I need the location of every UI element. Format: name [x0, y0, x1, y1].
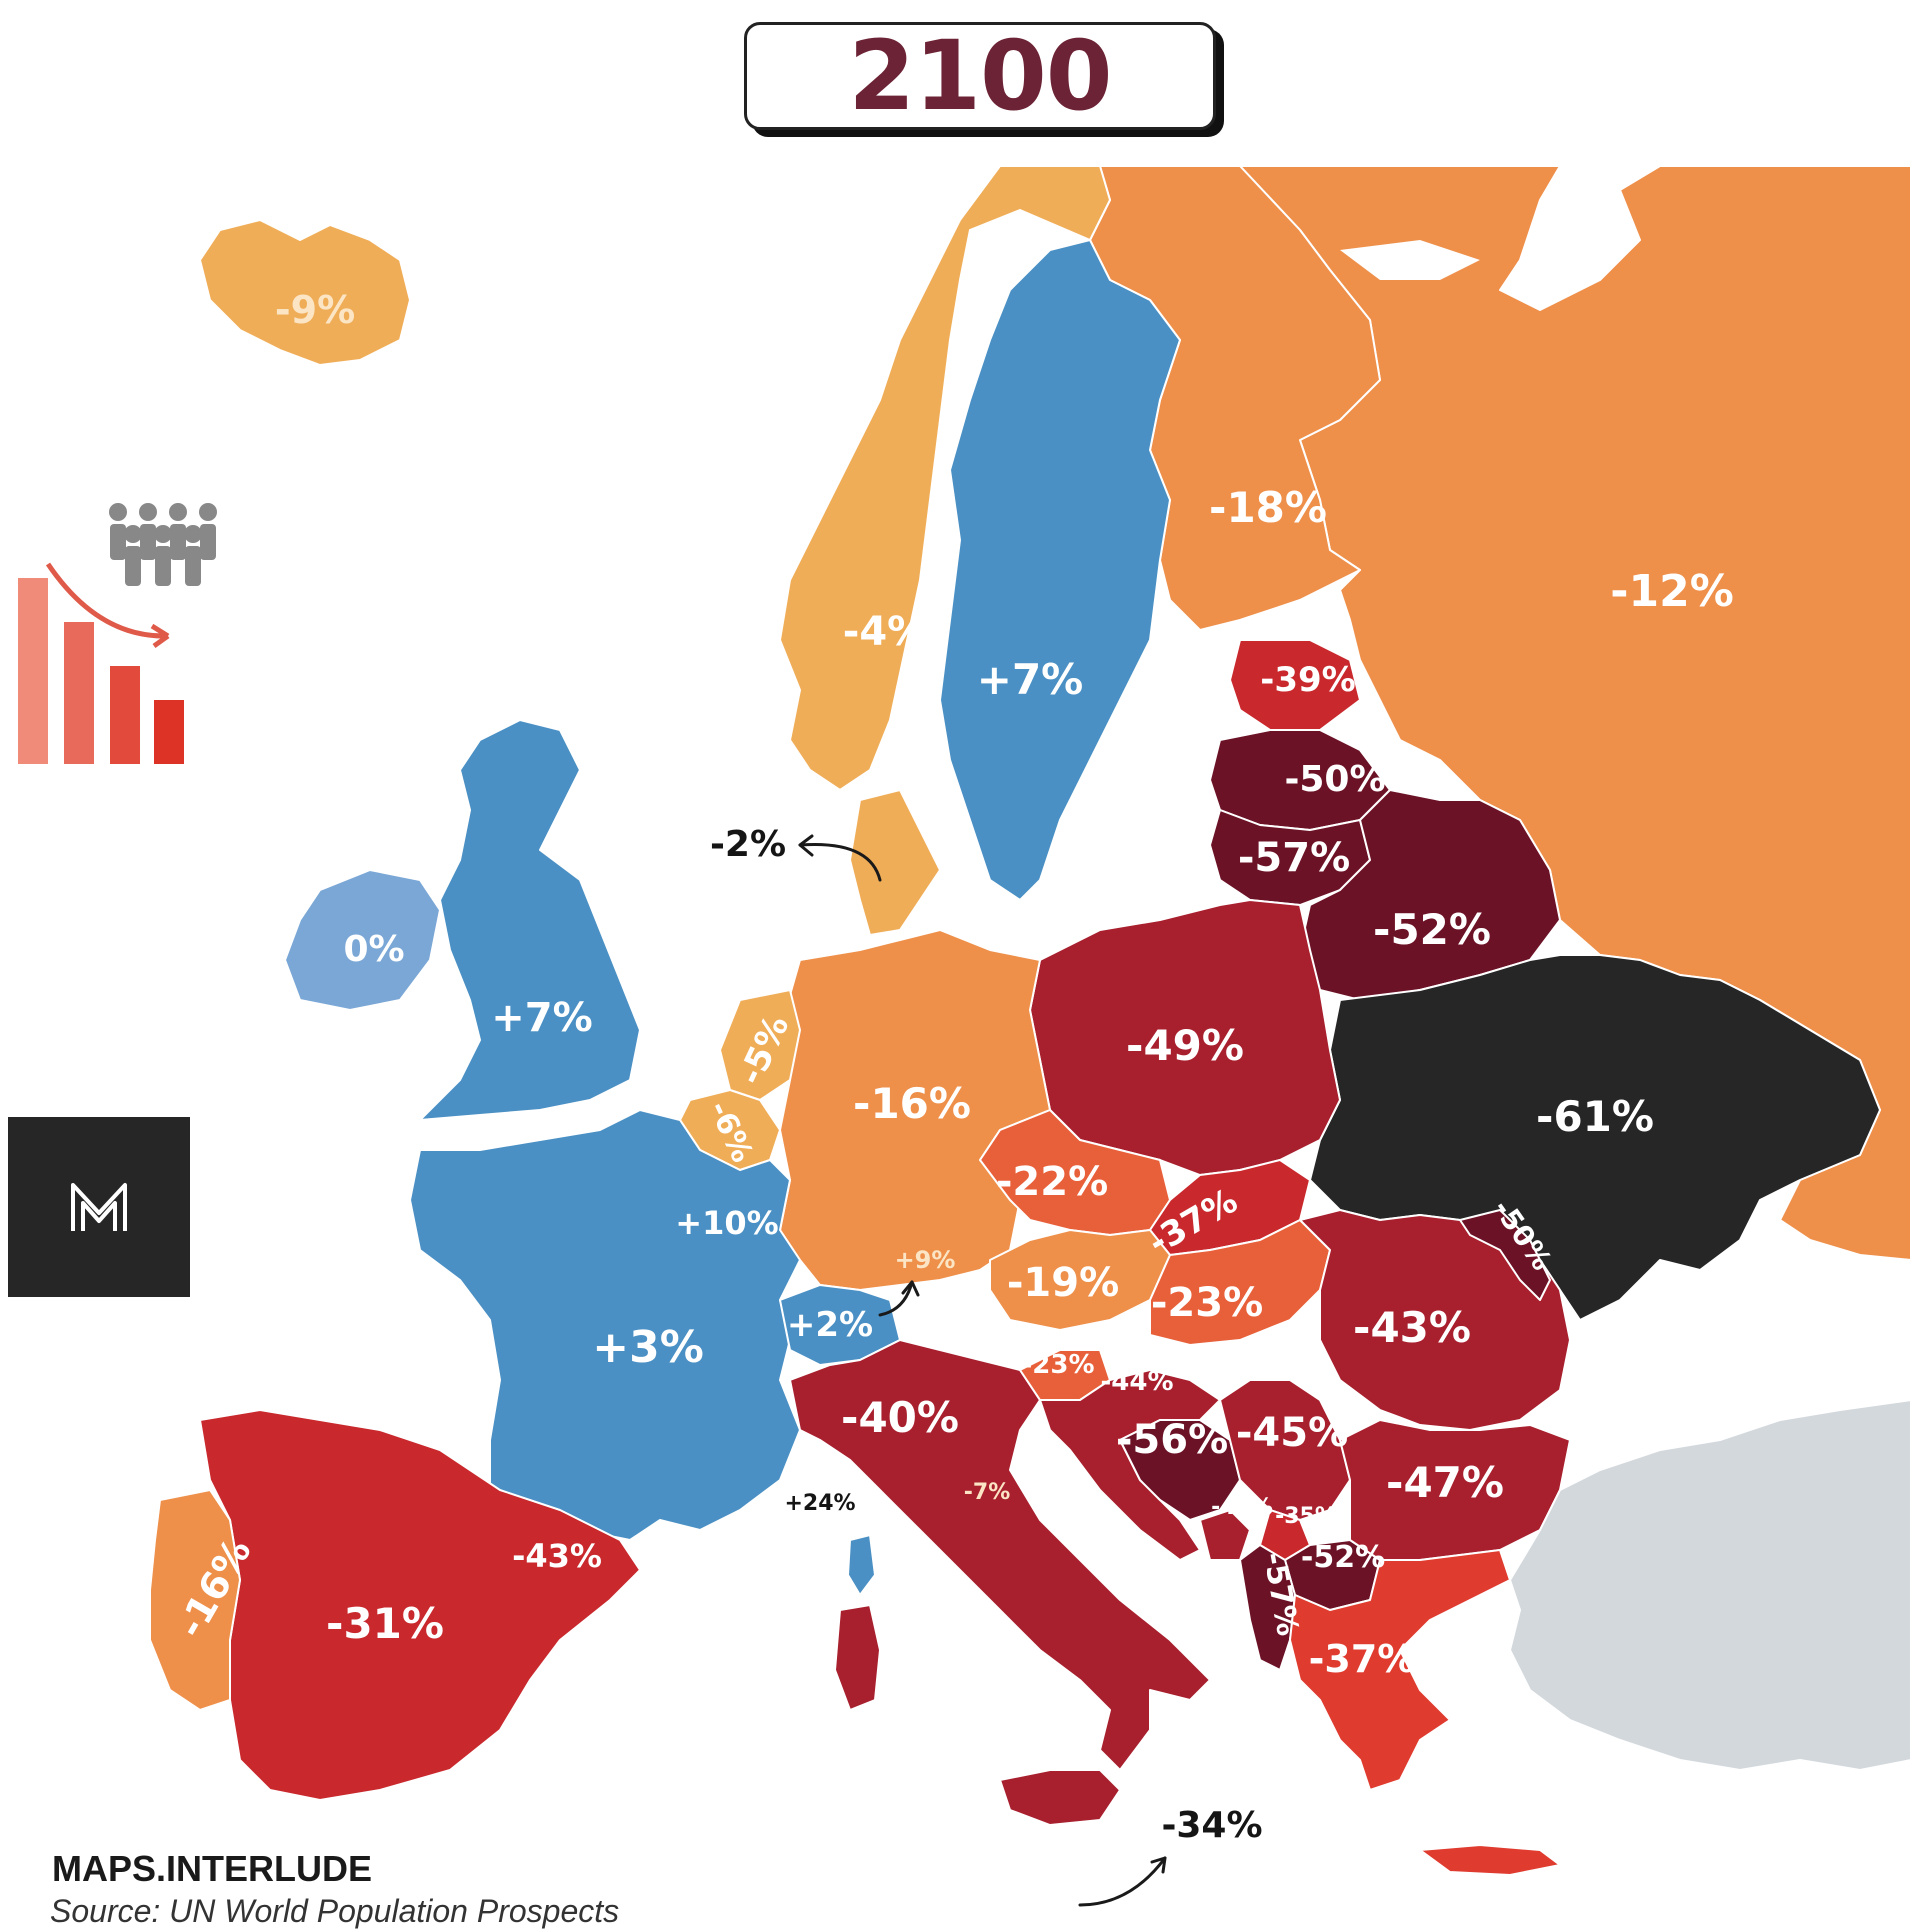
label-liechtenstein: +9%: [894, 1246, 956, 1274]
arrow-denmark: [798, 842, 882, 882]
label-italy: -40%: [841, 1393, 959, 1442]
source-note: Source: UN World Population Prospects: [50, 1893, 620, 1929]
label-andorra: -43%: [512, 1537, 602, 1575]
label-north-macedonia: -52%: [1300, 1540, 1386, 1575]
label-czechia: -22%: [995, 1159, 1109, 1205]
label-hungary: -23%: [1150, 1280, 1264, 1326]
maps-interlude-logo-icon: [71, 1183, 127, 1231]
region-serbia: [1219, 1379, 1351, 1521]
arrow-liechtenstein: [878, 1280, 914, 1317]
label-ukraine: -61%: [1536, 1092, 1654, 1141]
label-estonia: -39%: [1260, 660, 1356, 700]
label-russia: -12%: [1610, 566, 1734, 617]
logo-box: [8, 1117, 190, 1297]
year-title-box: 2100: [744, 22, 1216, 130]
region-sweden: [939, 239, 1181, 901]
label-montenegro: -48%: [1211, 1495, 1273, 1520]
label-finland: -18%: [1209, 483, 1327, 532]
label-monaco: +24%: [784, 1491, 856, 1516]
label-malta: -34%: [1161, 1805, 1263, 1846]
region-montenegro: [1199, 1509, 1251, 1561]
region-italy: [789, 1339, 1211, 1771]
label-austria: -19%: [1006, 1260, 1120, 1306]
arrow-malta: [1078, 1856, 1167, 1907]
region-greece: [1289, 1549, 1511, 1791]
label-san-marino: -7%: [963, 1480, 1011, 1505]
region-norway: [779, 165, 1111, 791]
label-ireland: 0%: [343, 929, 405, 970]
label-denmark: -2%: [709, 824, 787, 865]
region-sicily: [999, 1769, 1121, 1826]
label-iceland: -9%: [274, 288, 356, 332]
label-latvia: -50%: [1284, 759, 1386, 800]
label-romania: -43%: [1353, 1303, 1471, 1352]
label-lithuania: -57%: [1237, 835, 1351, 881]
label-serbia: -45%: [1235, 1410, 1349, 1456]
label-norway: -4%: [842, 609, 928, 655]
label-greece: -37%: [1308, 1637, 1416, 1681]
region-crete: [1419, 1844, 1561, 1876]
label-uk: +7%: [491, 995, 593, 1041]
region-portugal: [149, 1489, 241, 1711]
label-spain: -31%: [326, 1599, 444, 1648]
region-netherlands: [719, 989, 801, 1101]
brand-name: MAPS.INTERLUDE: [52, 1848, 373, 1889]
population-decline-icon: [18, 503, 217, 764]
year-title: 2100: [848, 20, 1112, 132]
label-kosovo: -35%: [1275, 1504, 1337, 1529]
region-corsica: [847, 1534, 876, 1596]
label-poland: -49%: [1126, 1021, 1244, 1070]
label-bulgaria: -47%: [1386, 1458, 1504, 1507]
label-france: +3%: [592, 1322, 704, 1373]
label-sweden: +7%: [976, 655, 1084, 704]
region-moldova: [1459, 1209, 1551, 1301]
region-sardinia: [834, 1604, 881, 1711]
label-bosnia: -56%: [1115, 1417, 1229, 1463]
region-uk: [419, 719, 641, 1121]
label-slovenia: -23%: [1021, 1350, 1095, 1380]
label-germany: -16%: [853, 1079, 971, 1128]
region-turkey: [1509, 1399, 1912, 1771]
region-albania: [1239, 1544, 1296, 1671]
region-iceland: [199, 219, 411, 366]
label-croatia: -44%: [1100, 1367, 1174, 1397]
region-denmark: [849, 789, 941, 936]
label-belarus: -52%: [1373, 905, 1491, 954]
region-romania: [1299, 1209, 1571, 1431]
label-luxembourg: +10%: [675, 1204, 779, 1242]
label-switzerland: +2%: [786, 1305, 874, 1345]
region-bosnia: [1119, 1419, 1241, 1521]
region-ireland: [284, 869, 441, 1011]
